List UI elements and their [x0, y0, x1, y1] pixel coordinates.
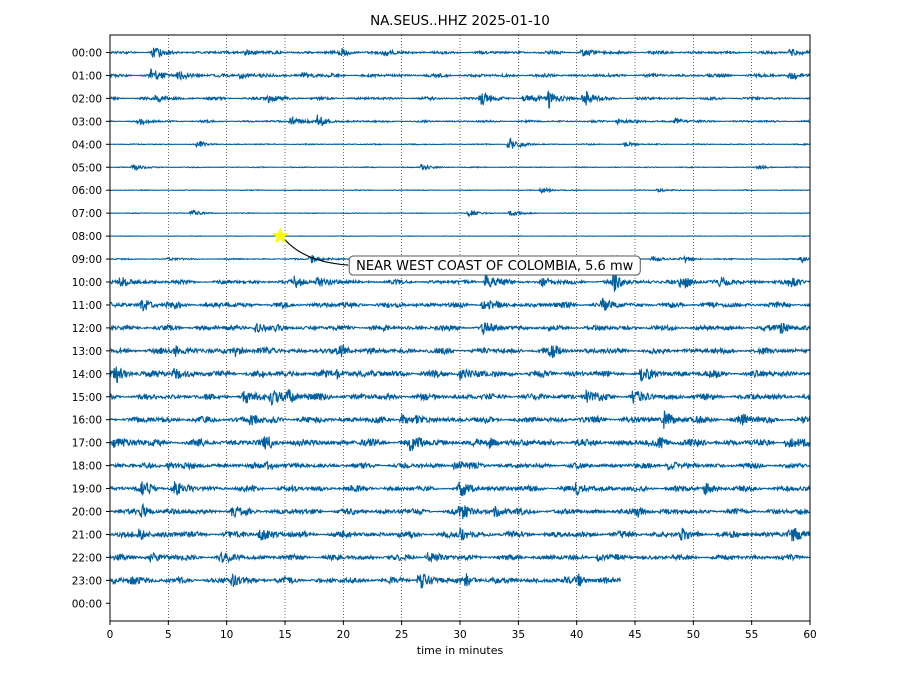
event-star-icon: [271, 226, 290, 244]
y-tick-label: 10:00: [72, 277, 102, 289]
trace-2300-23: [109, 573, 622, 589]
x-tick-label: 0: [107, 629, 114, 641]
annotation-layer: NEAR WEST COAST OF COLOMBIA, 5.6 mw: [271, 226, 641, 276]
y-tick-label: 03:00: [72, 116, 102, 128]
chart-title: NA.SEUS..HHZ 2025-01-10: [370, 13, 550, 29]
x-tick-label: 60: [803, 629, 816, 641]
y-tick-label: 14:00: [72, 369, 102, 381]
y-tick-label: 01:00: [72, 70, 102, 82]
trace-1400-14: [109, 366, 811, 384]
x-tick-label: 45: [628, 629, 641, 641]
y-tick-label: 00:00: [72, 598, 102, 610]
y-tick-label: 17:00: [72, 438, 102, 450]
trace-1600-16: [109, 410, 811, 429]
x-tick-label: 10: [220, 629, 233, 641]
y-tick-label: 07:00: [72, 208, 102, 220]
trace-0600-6: [109, 186, 811, 195]
plot-area: 00:00 01:00 02:00 03:00 04:00 05:00 06:00 07:00…: [72, 34, 817, 641]
x-tick-label: 30: [453, 629, 466, 641]
x-tick-label: 50: [687, 629, 700, 641]
trace-0500-5: [109, 163, 810, 172]
y-tick-label: 00:00: [72, 48, 102, 60]
trace-1900-19: [109, 481, 811, 497]
event-annotation-box: [348, 255, 641, 276]
y-tick-label: 19:00: [72, 484, 102, 496]
y-tick-label: 11:00: [72, 300, 102, 312]
x-tick-label: 40: [570, 629, 583, 641]
x-tick-layer: 0 5 10 15 20 25 30 35 40 45 50 55 60: [107, 621, 817, 641]
y-tick-label: 15:00: [72, 392, 102, 404]
y-tick-label: 20:00: [72, 507, 102, 519]
trace-0000-0: [109, 47, 811, 59]
trace-0800-8: [109, 235, 810, 238]
trace-2000-20: [109, 502, 811, 520]
y-tick-label: 16:00: [72, 415, 102, 427]
y-tick-label: 23:00: [72, 575, 102, 587]
event-annotation-arrow: [284, 239, 349, 266]
y-tick-label: 09:00: [72, 254, 102, 266]
x-tick-label: 20: [337, 629, 350, 641]
trace-2100-21: [109, 526, 811, 542]
traces-layer: [109, 47, 811, 589]
x-axis-label: time in minutes: [417, 644, 504, 657]
y-tick-label: 05:00: [72, 162, 102, 174]
y-tick-layer: 00:00 01:00 02:00 03:00 04:00 05:00 06:00 07:00…: [72, 48, 110, 610]
y-tick-label: 22:00: [72, 552, 102, 564]
trace-0400-4: [109, 137, 811, 149]
y-tick-label: 04:00: [72, 139, 102, 151]
trace-0700-7: [109, 209, 810, 218]
plot-frame: [109, 34, 811, 622]
y-tick-label: 06:00: [72, 185, 102, 197]
trace-0200-2: [109, 89, 811, 109]
y-tick-label: 21:00: [72, 529, 102, 541]
y-tick-label: 02:00: [72, 93, 102, 105]
trace-0300-3: [109, 114, 811, 126]
event-annotation-label: NEAR WEST COAST OF COLOMBIA, 5.6 mw: [356, 259, 633, 274]
x-tick-label: 5: [165, 629, 172, 641]
trace-1700-17: [109, 436, 811, 452]
trace-1000-10: [109, 272, 811, 292]
y-tick-label: 18:00: [72, 461, 102, 473]
y-tick-label: 13:00: [72, 346, 102, 358]
trace-1200-12: [109, 322, 811, 336]
trace-1500-15: [109, 388, 811, 406]
x-tick-label: 55: [745, 629, 758, 641]
trace-1100-11: [109, 297, 811, 312]
x-tick-label: 25: [395, 629, 408, 641]
event-annotation: NEAR WEST COAST OF COLOMBIA, 5.6 mw: [348, 255, 641, 276]
y-tick-label: 08:00: [72, 231, 102, 243]
y-tick-label: 12:00: [72, 323, 102, 335]
x-tick-label: 35: [512, 629, 525, 641]
trace-0100-1: [109, 68, 811, 81]
trace-1800-18: [109, 460, 810, 471]
trace-1300-13: [109, 344, 811, 359]
x-tick-label: 15: [278, 629, 291, 641]
trace-2200-22: [109, 550, 811, 564]
